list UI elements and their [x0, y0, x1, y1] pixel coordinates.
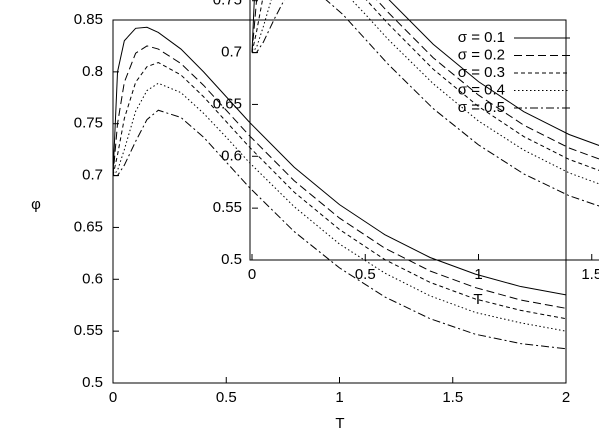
y-tick-label: 0.5 [82, 374, 103, 391]
legend-label: σ = 0.5 [458, 99, 505, 116]
y-axis-label: φ [31, 196, 41, 213]
y-tick-label: 0.7 [221, 44, 242, 61]
inset-x-axis-label: T [473, 291, 482, 308]
series-line [251, 0, 599, 185]
series-line [251, 0, 599, 146]
x-tick-label: 1.5 [581, 266, 599, 283]
y-tick-label: 0.55 [213, 199, 242, 216]
x-tick-label: 1 [335, 389, 343, 406]
x-tick-label: 0.5 [216, 389, 237, 406]
x-tick-label: 0 [109, 389, 117, 406]
x-tick-label: 0.5 [355, 266, 376, 283]
x-tick-label: 0 [248, 266, 256, 283]
series-line [112, 82, 567, 332]
y-tick-label: 0.6 [221, 147, 242, 164]
y-tick-label: 0.55 [74, 322, 103, 339]
x-tick-label: 1.5 [442, 389, 463, 406]
series-line [251, 0, 599, 160]
y-tick-label: 0.8 [82, 63, 103, 80]
x-tick-label: 1 [474, 266, 482, 283]
y-tick-label: 0.6 [82, 270, 103, 287]
y-tick-label: 0.75 [74, 115, 103, 132]
legend-label: σ = 0.1 [458, 29, 505, 46]
inset-frame [249, 0, 599, 261]
legend-label: σ = 0.3 [458, 64, 505, 81]
y-tick-label: 0.85 [74, 11, 103, 28]
series-line [112, 26, 567, 296]
legend-label: σ = 0.4 [458, 81, 505, 98]
x-axis-label: T [335, 415, 344, 432]
y-tick-label: 0.5 [221, 251, 242, 268]
series-line [251, 0, 599, 171]
series-line [112, 45, 567, 309]
series-line [113, 109, 567, 350]
x-tick-label: 2 [562, 389, 570, 406]
y-tick-label: 0.65 [74, 218, 103, 235]
y-tick-label: 0.7 [82, 167, 103, 184]
series-line [252, 0, 599, 207]
y-tick-label: 0.65 [213, 95, 242, 112]
legend-label: σ = 0.2 [458, 46, 505, 63]
y-tick-label: 0.75 [213, 0, 242, 9]
series-line [112, 61, 567, 320]
